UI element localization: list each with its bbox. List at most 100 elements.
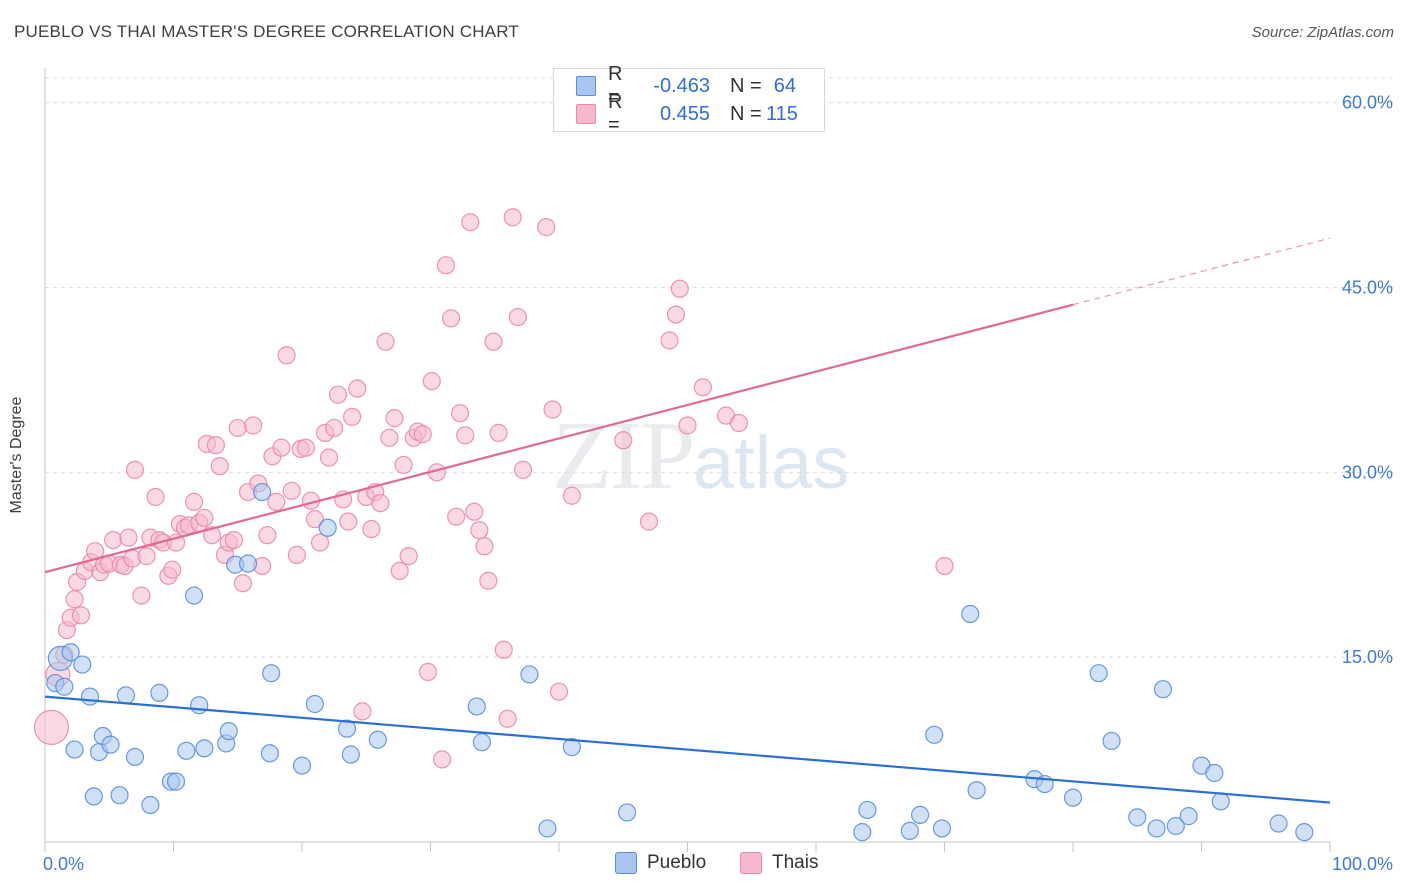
thais-point <box>729 413 749 433</box>
r-value: -0.463 <box>653 74 710 97</box>
n-label: N = <box>730 74 762 97</box>
thais-point <box>670 279 689 298</box>
pueblo-point <box>1269 814 1288 833</box>
source-label: Source: <box>1251 24 1304 41</box>
thais-point <box>362 519 381 539</box>
thais-point <box>470 521 489 540</box>
pueblo-point <box>967 781 986 800</box>
thais-point <box>562 486 581 505</box>
thais-point <box>119 528 138 547</box>
pueblo-point <box>238 554 258 573</box>
pueblo-point <box>65 740 84 759</box>
pueblo-point <box>305 694 324 714</box>
chart-title: PUEBLO VS THAI MASTER'S DEGREE CORRELATI… <box>14 22 519 41</box>
y-tick-label: 30.0% <box>1342 462 1393 482</box>
pueblo-point <box>1102 731 1121 751</box>
thais-point <box>666 305 686 324</box>
pueblo-point <box>318 518 337 537</box>
thais-point <box>543 400 562 419</box>
thais-point <box>503 208 522 227</box>
watermark-atlas: atlas <box>693 421 850 504</box>
pueblo-point <box>116 686 136 705</box>
thais-point <box>494 640 513 659</box>
thais-point <box>549 682 569 701</box>
pueblo-point <box>1153 680 1173 699</box>
thais-point <box>678 416 697 435</box>
thais-point <box>71 606 91 625</box>
thais-point <box>371 494 390 513</box>
thais-point <box>394 455 413 475</box>
pueblo-point <box>101 735 120 754</box>
pueblo-point <box>55 677 74 696</box>
thais-point <box>422 372 441 391</box>
thais-point <box>380 428 399 447</box>
pueblo-point <box>1166 816 1185 836</box>
pueblo-point <box>80 687 100 706</box>
pueblo-point <box>141 795 160 815</box>
pueblo-point <box>84 787 103 806</box>
n-value: 115 <box>766 102 798 125</box>
thais-swatch <box>740 852 762 874</box>
thais-point <box>385 409 404 428</box>
thais-point <box>489 423 508 442</box>
pueblo-point <box>166 772 186 791</box>
pueblo-point <box>900 821 919 841</box>
pueblo-point <box>858 800 877 820</box>
pueblo-point <box>1147 819 1166 838</box>
thais-point <box>328 385 348 404</box>
pueblo-point <box>562 738 581 757</box>
r-value: 0.455 <box>659 102 710 125</box>
y-tick-label: 45.0% <box>1342 277 1393 297</box>
thais-point <box>399 547 418 566</box>
thais-point <box>272 438 291 457</box>
source-link[interactable]: ZipAtlas.com <box>1307 24 1394 41</box>
thais-point <box>376 332 395 351</box>
pueblo-point <box>341 745 360 764</box>
thais-point <box>639 512 659 531</box>
pueblo-point <box>853 823 872 842</box>
thais-point <box>513 460 533 479</box>
thais-point <box>432 750 452 769</box>
r-label: R = <box>608 91 623 136</box>
thais-point <box>450 404 470 423</box>
pueblo-point <box>1205 763 1224 783</box>
thais-point <box>146 487 165 507</box>
thais-point <box>163 560 182 579</box>
pueblo-point <box>1295 823 1314 842</box>
pueblo-point <box>110 786 129 805</box>
pueblo-point <box>472 733 491 752</box>
pueblo-point <box>73 655 92 674</box>
pueblo-point <box>618 803 637 822</box>
n-value: 64 <box>773 74 796 97</box>
legend-item-thais[interactable]: Thais <box>740 852 818 874</box>
thais-point <box>228 418 247 438</box>
pueblo-point <box>262 664 281 683</box>
thais-point <box>224 530 243 550</box>
thais-point <box>310 533 330 552</box>
thais-point <box>282 481 301 500</box>
thais-point <box>125 460 145 479</box>
stats-legend: R = -0.463 N = 64 R = 0.455 N = 115 <box>553 63 825 136</box>
thais-point <box>33 709 70 746</box>
thais-point <box>305 510 324 529</box>
thais-point <box>339 512 358 531</box>
legend-item-pueblo[interactable]: Pueblo <box>615 852 706 874</box>
thais-point <box>693 378 713 397</box>
thais-point <box>498 709 517 728</box>
pueblo-swatch <box>615 852 637 874</box>
thais-point <box>353 702 372 721</box>
y-axis-label: Master's Degree <box>8 396 25 514</box>
thais-point <box>65 590 84 609</box>
thais-trend-line <box>44 303 1074 574</box>
pueblo-point <box>219 721 238 741</box>
thais-point <box>413 425 432 444</box>
thais-point <box>456 426 475 445</box>
thais-point <box>935 556 954 576</box>
thais-point <box>206 436 226 455</box>
legend-row-thais: R = 0.455 N = 115 <box>576 91 798 136</box>
thais-point <box>418 662 438 682</box>
pueblo-point <box>1179 807 1198 826</box>
thais-point <box>210 457 229 476</box>
pueblo-point <box>337 719 357 738</box>
